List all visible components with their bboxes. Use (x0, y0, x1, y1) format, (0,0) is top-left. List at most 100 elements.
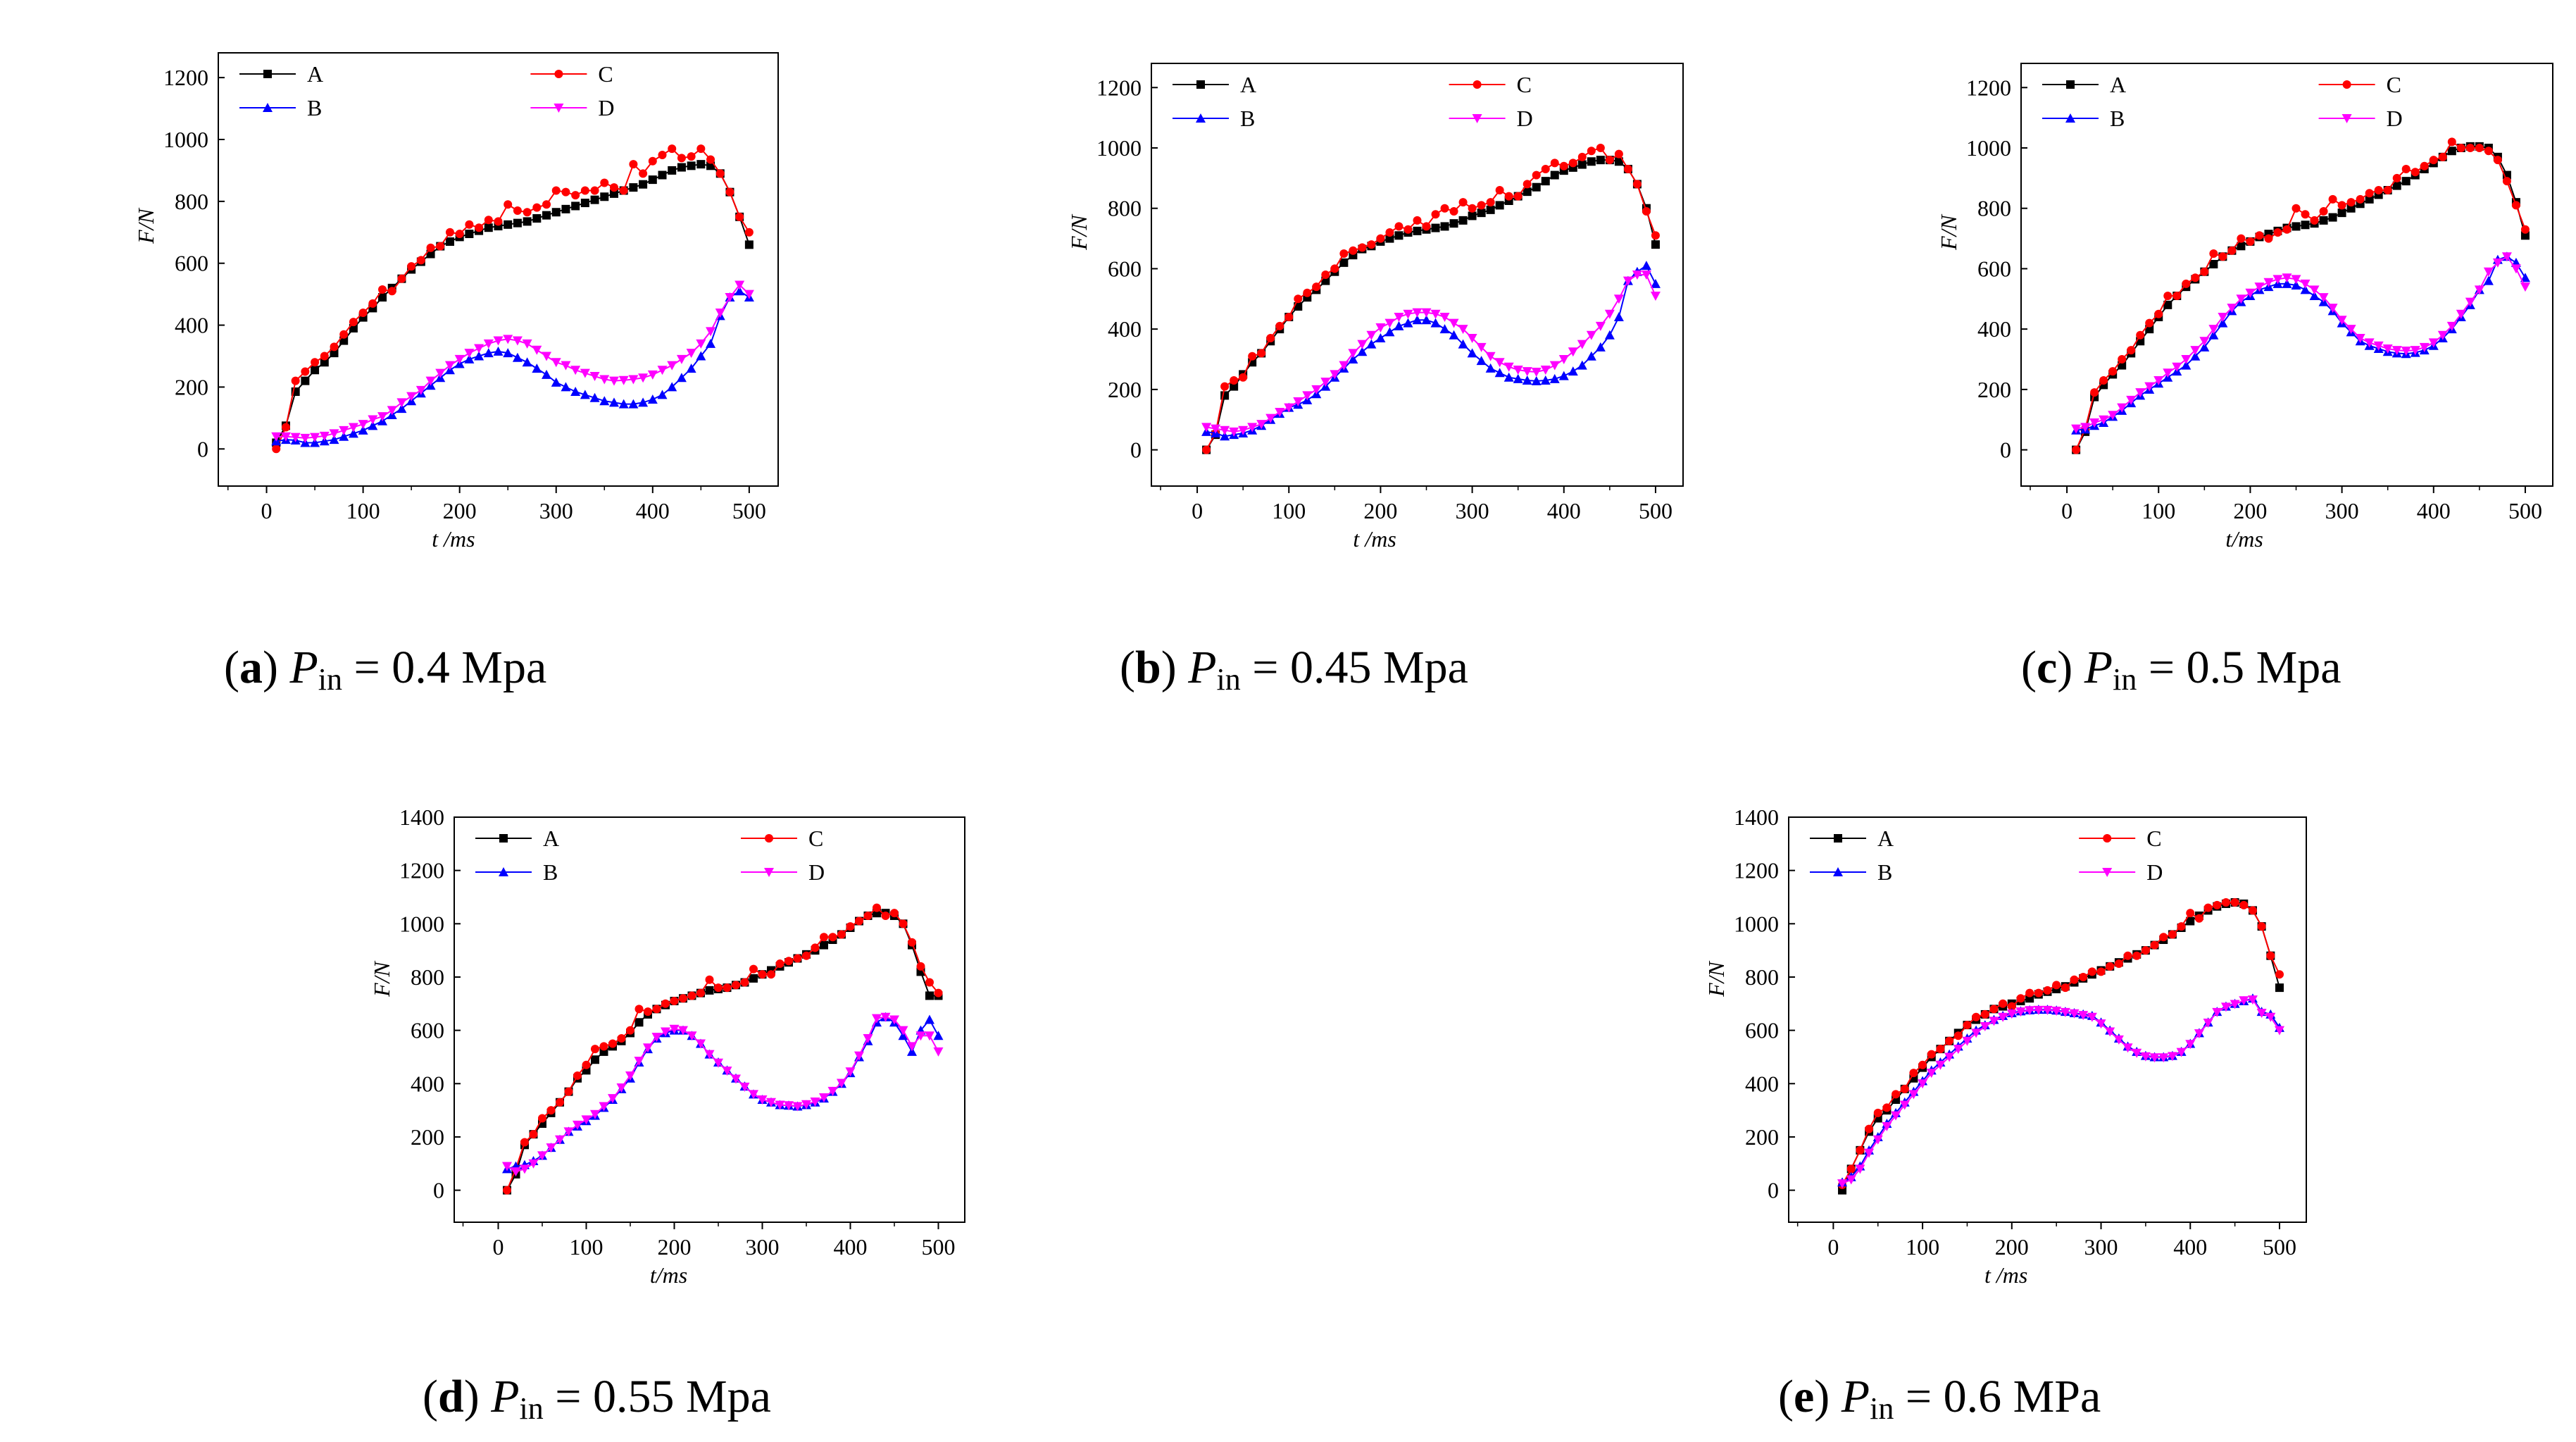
caption-space (1371, 642, 1383, 693)
caption-equals: = (1240, 642, 1290, 693)
point-C (2052, 981, 2061, 990)
point-B (1458, 339, 1468, 349)
point-A (1523, 187, 1532, 197)
point-C (1614, 149, 1623, 159)
x-tick-label: 500 (922, 1234, 956, 1260)
legend-label-B: B (1877, 859, 1892, 885)
point-D (1953, 1045, 1963, 1055)
point-B (1513, 373, 1523, 383)
point-A (339, 336, 349, 345)
point-D (503, 335, 513, 344)
point-C (2123, 951, 2132, 960)
point-D (2446, 321, 2457, 331)
chart-e: 0 200 400 600 800 1000 1200 1400 0 100 200 300 400 50… (1703, 804, 2307, 1288)
point-C (538, 1114, 546, 1123)
point-C (546, 1106, 556, 1115)
point-C (2248, 906, 2257, 915)
point-C (1972, 1012, 1981, 1021)
point-D (454, 354, 465, 364)
point-D (757, 1095, 768, 1105)
point-C (1358, 243, 1367, 252)
caption-unit: MPa (2013, 1371, 2101, 1422)
point-C (696, 144, 706, 154)
legend-marker-C (554, 70, 563, 78)
point-C (407, 262, 416, 271)
point-D (570, 366, 581, 375)
point-C (758, 970, 767, 979)
point-A (1596, 156, 1605, 165)
point-C (855, 916, 863, 926)
x-tick-label: 500 (2263, 1234, 2296, 1260)
y-tick-label: 200 (1108, 377, 1142, 402)
point-C (1449, 207, 1458, 216)
point-C (2365, 189, 2374, 198)
x-tick-label: 300 (2084, 1234, 2118, 1260)
point-D (2373, 341, 2384, 351)
point-C (1239, 373, 1248, 382)
point-B (329, 435, 339, 445)
point-B (1430, 318, 1441, 328)
legend: A C B D (2042, 72, 2403, 131)
point-C (1312, 282, 1321, 292)
legend-marker-D (2102, 868, 2113, 877)
point-B (647, 394, 658, 404)
point-D (2181, 355, 2192, 364)
point-C (368, 299, 377, 308)
y-tick-label: 0 (1130, 437, 1142, 463)
point-C (670, 997, 679, 1006)
point-C (590, 186, 599, 195)
point-D (827, 1086, 838, 1096)
point-C (1248, 352, 1257, 361)
point-C (2447, 137, 2456, 147)
point-A (311, 366, 320, 375)
point-C (339, 330, 349, 339)
point-D (734, 280, 745, 290)
point-D (2501, 252, 2512, 262)
point-C (626, 1026, 634, 1035)
series-line-C (1842, 902, 2280, 1186)
point-B (1403, 318, 1413, 328)
series-line-A (275, 163, 750, 443)
point-C (475, 223, 484, 232)
chart-d: 0 200 400 600 800 1000 1200 1400 0 100 200 300 400 50… (369, 804, 965, 1288)
caption-close-paren: ) (1814, 1371, 1842, 1422)
point-B (310, 437, 320, 447)
series-line-D (1206, 274, 1656, 433)
point-D (2153, 376, 2164, 385)
x-tick-label: 0 (1192, 498, 1203, 523)
point-D (2220, 1002, 2231, 1012)
point-D (1494, 358, 1505, 368)
chart-c: 0 200 400 600 800 1000 1200 0 100 200 300 400 500 t/m… (1936, 63, 2553, 552)
point-D (1265, 414, 1276, 423)
point-C (582, 1060, 591, 1069)
point-C (2200, 267, 2209, 276)
point-C (2016, 994, 2025, 1003)
legend-label-D: D (1517, 106, 1533, 131)
series-C (2072, 137, 2530, 454)
point-D (1846, 1175, 1856, 1185)
point-A (820, 940, 828, 950)
point-C (2087, 967, 2096, 976)
point-C (1596, 144, 1605, 152)
point-D (661, 1027, 670, 1037)
caption-equals: = (543, 1371, 593, 1422)
point-C (2356, 194, 2365, 204)
point-C (1980, 1009, 1989, 1019)
point-B (696, 351, 706, 361)
point-C (445, 228, 454, 237)
point-C (1882, 1103, 1892, 1112)
point-C (775, 959, 784, 969)
point-B (1540, 375, 1551, 385)
point-C (2520, 225, 2530, 234)
point-C (828, 933, 837, 942)
legend-marker-D (1472, 114, 1482, 123)
point-B (493, 346, 504, 356)
point-D (2015, 1007, 2026, 1017)
point-C (1909, 1069, 1918, 1078)
point-C (330, 342, 339, 352)
point-B (1494, 368, 1505, 378)
point-D (2309, 285, 2320, 295)
y-tick-label: 0 (197, 436, 208, 461)
point-D (1467, 334, 1477, 343)
legend-label-C: C (598, 61, 613, 87)
